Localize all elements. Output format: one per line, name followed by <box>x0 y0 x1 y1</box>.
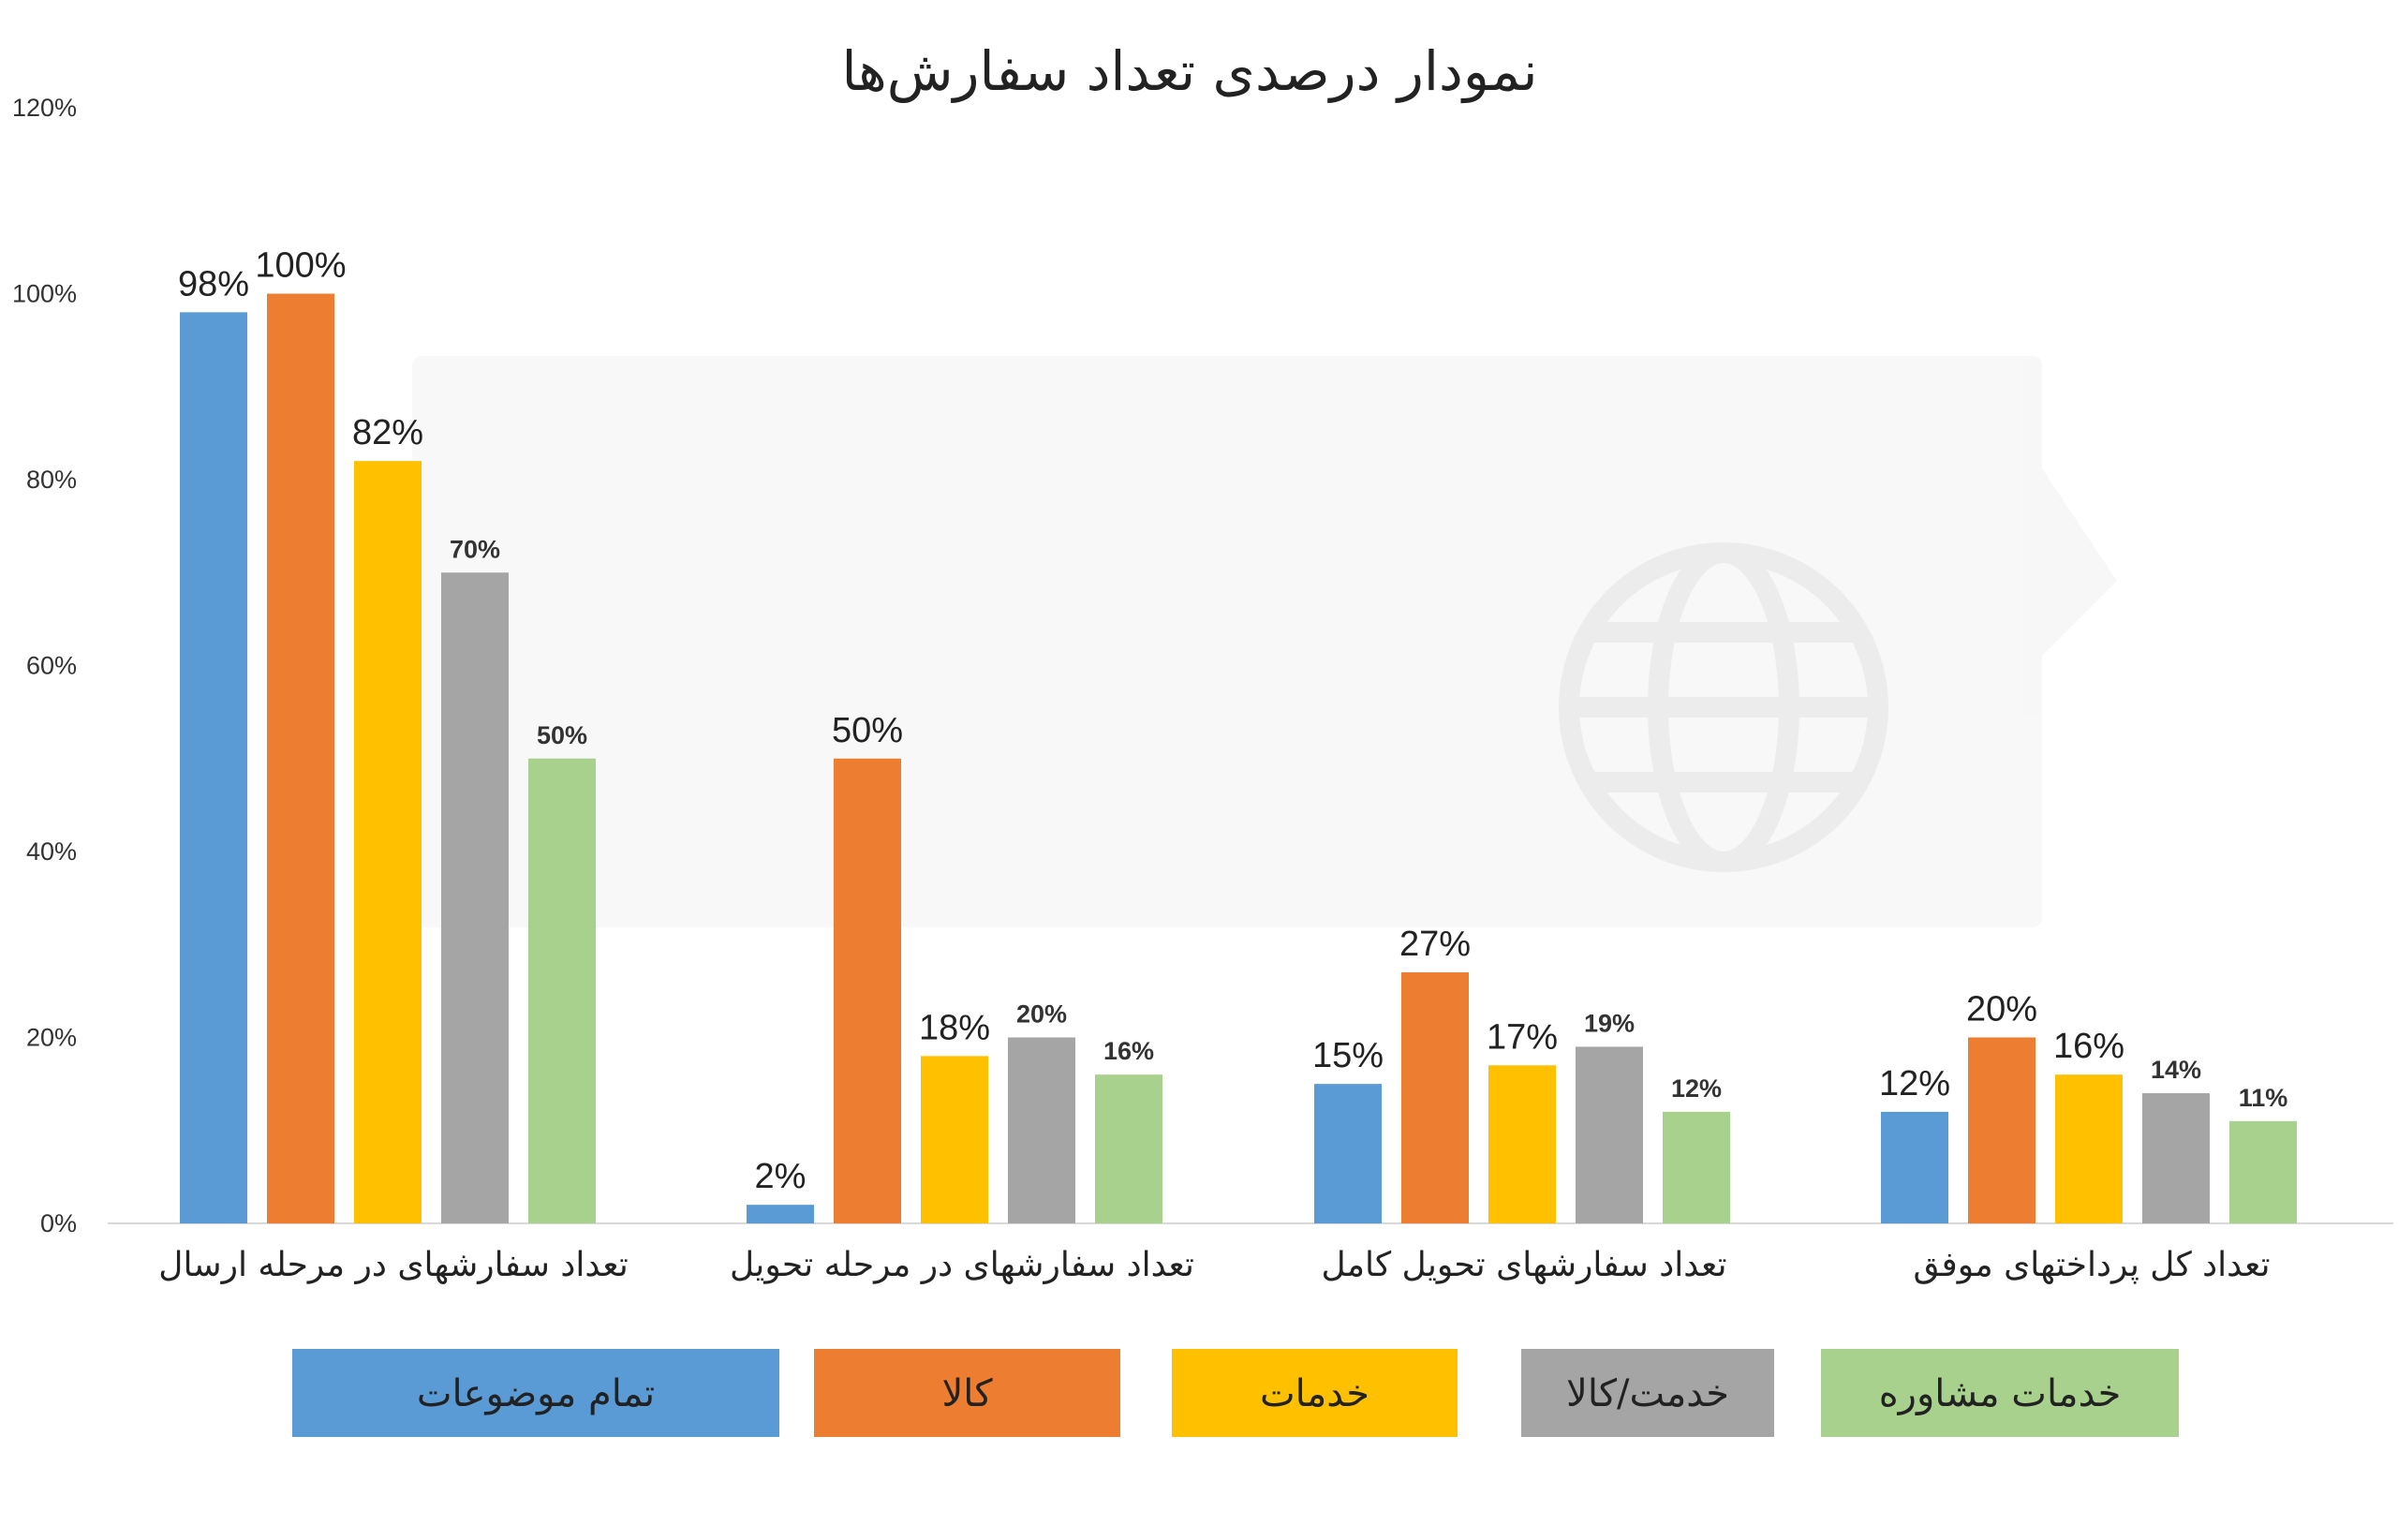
data-label: 50% <box>537 721 587 749</box>
data-label: 16% <box>1103 1037 1154 1065</box>
legend-label: خدمات مشاوره <box>1879 1372 2122 1415</box>
x-category-label: تعداد سفارشهای تحویل کامل <box>1321 1246 1726 1284</box>
watermark-globe-icon <box>1559 542 1888 872</box>
y-tick-label: 20% <box>26 1024 77 1052</box>
data-label: 20% <box>1016 1000 1067 1029</box>
y-tick-label: 40% <box>26 837 77 866</box>
bars-group <box>180 293 2297 1224</box>
bar <box>180 312 247 1224</box>
bar <box>834 758 901 1223</box>
bar <box>921 1056 988 1223</box>
y-tick-label: 120% <box>12 94 77 122</box>
bar <box>1314 1084 1382 1223</box>
bar <box>1576 1046 1643 1223</box>
bar <box>267 293 334 1223</box>
data-label: 15% <box>1312 1036 1384 1075</box>
y-axis: 0% 20% 40% 60% 80% 100% 120% <box>12 94 77 1237</box>
bar <box>441 572 509 1223</box>
x-category-label: تعداد سفارشهای در مرحله ارسال <box>158 1246 628 1284</box>
legend: تمام موضوعات کالا خدمات خدمت/کالا خدمات مشاو… <box>292 1349 2179 1437</box>
data-label: 70% <box>450 535 500 563</box>
bar <box>2229 1120 2297 1223</box>
legend-swatch <box>814 1349 1120 1437</box>
bar <box>1401 972 1469 1223</box>
data-label: 2% <box>755 1157 807 1196</box>
bar <box>1663 1111 1730 1223</box>
legend-label: خدمت/کالا <box>1566 1372 1729 1415</box>
y-tick-label: 0% <box>40 1209 77 1237</box>
bar <box>1008 1037 1075 1223</box>
data-label: 19% <box>1584 1009 1635 1037</box>
data-label: 12% <box>1879 1064 1950 1103</box>
bar <box>2142 1093 2210 1223</box>
data-label: 11% <box>2239 1084 2288 1112</box>
legend-label: خدمات <box>1260 1372 1369 1415</box>
bar <box>1881 1111 1948 1223</box>
bar <box>1488 1065 1556 1223</box>
bar <box>528 758 596 1223</box>
data-label: 12% <box>1671 1074 1722 1103</box>
chart-title: نمودار درصدی تعداد سفارش‌ها <box>841 39 1537 104</box>
legend-swatch <box>1521 1349 1774 1437</box>
legend-label: تمام موضوعات <box>417 1372 655 1415</box>
data-label: 17% <box>1487 1017 1558 1057</box>
data-label: 82% <box>352 413 423 452</box>
legend-swatch <box>292 1349 779 1437</box>
bar <box>1968 1037 2035 1223</box>
data-labels-group: 98% 100% 82% 70% 50% 2% 50% 18% 20% 16% 15% 27% 17% 1… <box>178 246 2287 1197</box>
data-label: 98% <box>178 264 249 304</box>
data-label: 20% <box>1966 990 2037 1029</box>
y-tick-label: 100% <box>12 280 77 308</box>
x-category-label: تعداد کل پرداختهای موفق <box>1914 1246 2271 1284</box>
watermark-logo <box>412 356 2117 927</box>
data-label: 50% <box>832 711 903 750</box>
y-tick-label: 60% <box>26 652 77 680</box>
legend-swatch <box>1821 1349 2179 1437</box>
bar <box>747 1205 814 1223</box>
legend-swatch <box>1172 1349 1458 1437</box>
data-label: 14% <box>2151 1056 2201 1084</box>
bar <box>2055 1074 2123 1223</box>
x-category-label: تعداد سفارشهای در مرحله تحویل <box>730 1246 1194 1284</box>
y-tick-label: 80% <box>26 466 77 494</box>
legend-label: کالا <box>941 1372 993 1415</box>
data-label: 18% <box>919 1008 990 1047</box>
data-label: 27% <box>1399 925 1471 964</box>
data-label: 100% <box>255 246 346 286</box>
bar <box>1095 1074 1162 1223</box>
data-label: 16% <box>2053 1027 2124 1066</box>
x-axis-categories: تعداد سفارشهای در مرحله ارسال تعداد سفارش… <box>158 1246 2270 1284</box>
bar <box>354 461 422 1223</box>
